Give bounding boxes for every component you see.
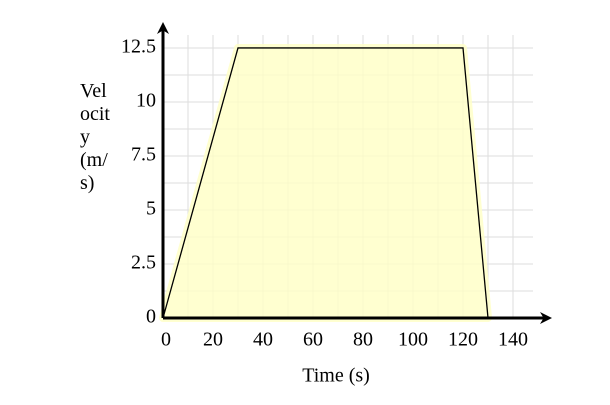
y-axis-label: Velocity (m/s) — [80, 80, 110, 194]
y-tick-label: 7.5 — [131, 144, 156, 166]
y-tick-label: 10 — [136, 90, 156, 112]
y-tick-label: 0 — [146, 306, 156, 328]
x-tick-label: 120 — [448, 329, 478, 351]
x-tick-label: 20 — [203, 329, 223, 351]
x-tick-label: 0 — [161, 329, 171, 351]
y-tick-label: 2.5 — [131, 252, 156, 274]
x-tick-label: 140 — [498, 329, 528, 351]
line — [162, 47, 489, 319]
x-tick-label: 60 — [303, 329, 323, 351]
x-tick-label: 40 — [253, 329, 273, 351]
y-tick-label: 5 — [146, 198, 156, 220]
x-tick-label: 80 — [353, 329, 373, 351]
x-tick-label: 100 — [398, 329, 428, 351]
x-axis-label: Time (s) — [302, 365, 370, 387]
y-tick-label: 12.5 — [121, 36, 156, 58]
area — [159, 43, 492, 322]
